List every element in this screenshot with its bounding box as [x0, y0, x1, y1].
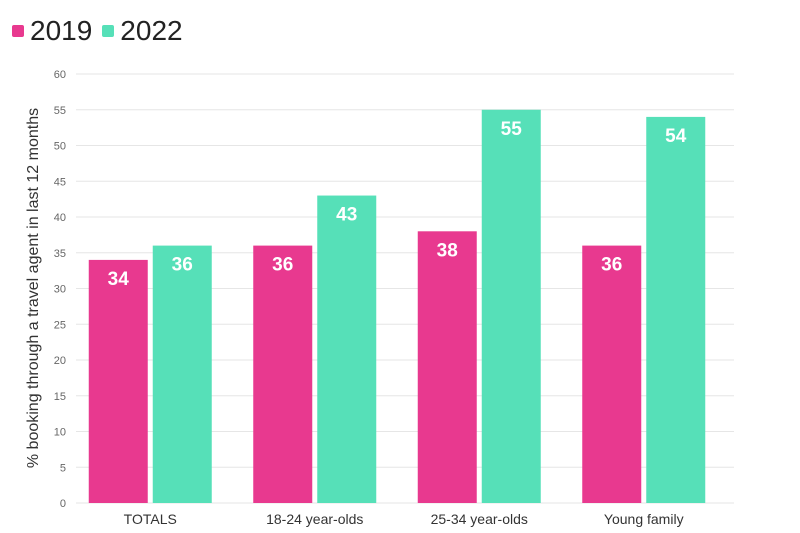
x-tick-label: 18-24 year-olds: [266, 511, 363, 527]
legend-item-2022: 2022: [102, 14, 183, 48]
data-label: 43: [336, 205, 357, 226]
bar-2019-3: [582, 245, 642, 503]
y-tick-label: 35: [54, 248, 66, 260]
data-label: 36: [172, 255, 193, 276]
data-label: 38: [437, 240, 458, 261]
bar-2022-3: [646, 116, 706, 504]
bar-2019-2: [417, 231, 477, 504]
bar-2019-1: [253, 245, 313, 503]
legend-item-2019: 2019: [12, 14, 92, 48]
bar-2022-0: [152, 245, 212, 503]
data-label: 54: [665, 126, 687, 147]
y-tick-label: 55: [54, 105, 66, 117]
bar-2022-1: [317, 195, 377, 504]
bar-2019-0: [88, 259, 148, 503]
data-label: 34: [108, 269, 130, 290]
y-tick-label: 50: [54, 141, 66, 153]
y-tick-label: 5: [60, 462, 66, 474]
bars: 34 36 36 43 38 55 36 54: [88, 109, 706, 504]
y-tick-label: 10: [54, 427, 66, 439]
y-tick-label: 45: [54, 176, 66, 188]
x-tick-label: 25-34 year-olds: [431, 511, 528, 527]
data-label: 55: [501, 119, 523, 140]
bar-2022-2: [481, 109, 541, 503]
data-label: 36: [272, 255, 293, 276]
x-tick-label: TOTALS: [124, 511, 177, 527]
y-tick-label: 60: [54, 69, 66, 81]
data-label: 36: [601, 255, 622, 276]
y-axis-label: % booking through a travel agent in last…: [25, 108, 42, 468]
y-tick-label: 0: [60, 498, 66, 510]
legend-swatch-2022: [102, 25, 115, 37]
x-axis-labels: TOTALS 18-24 year-olds 25-34 year-olds Youn…: [124, 511, 684, 527]
y-axis-ticks: 0 5 10 15 20 25 30 35 40 45 50 55 60: [54, 69, 66, 510]
legend: 2019 2022: [12, 14, 193, 48]
y-tick-label: 25: [54, 319, 66, 331]
y-tick-label: 15: [54, 391, 66, 403]
legend-swatch-2019: [12, 25, 24, 37]
legend-label-2019: 2019: [30, 15, 93, 46]
legend-label-2022: 2022: [120, 15, 183, 46]
x-tick-label: Young family: [604, 511, 684, 527]
y-tick-label: 40: [54, 212, 66, 224]
y-tick-label: 30: [54, 284, 66, 296]
y-tick-label: 20: [54, 355, 66, 367]
